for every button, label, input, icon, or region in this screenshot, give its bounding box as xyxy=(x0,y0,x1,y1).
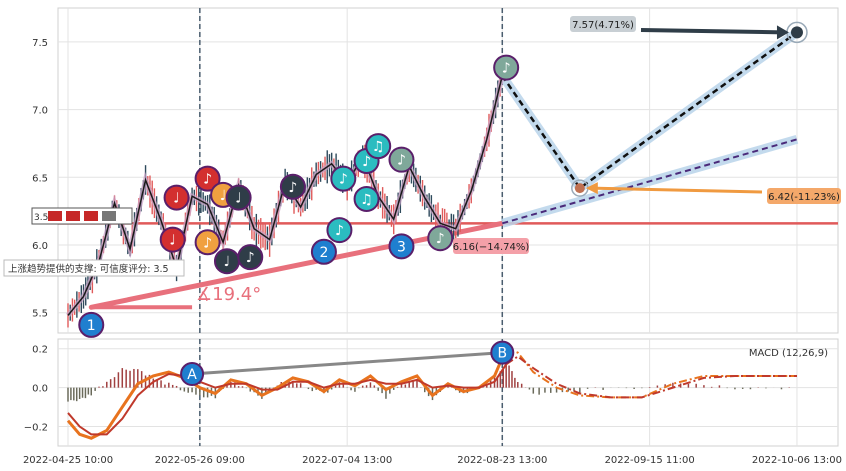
main-panel-frame xyxy=(57,7,839,334)
pattern-marker-label: ♩ xyxy=(220,188,227,204)
macd-y-tick-label: −0.2 xyxy=(24,423,48,434)
pattern-marker-label: ♩ xyxy=(173,191,180,207)
x-tick-label: 2022-08-23 13:00 xyxy=(457,455,547,466)
forecast-line-primary xyxy=(501,31,798,190)
pattern-marker-circle xyxy=(279,173,306,200)
pattern-marker-circle xyxy=(159,226,186,253)
pattern-marker-circle xyxy=(78,311,105,338)
pattern-marker-label: 3 xyxy=(397,239,406,255)
pattern-marker-circle xyxy=(388,233,415,260)
x-tick-label: 2022-05-26 09:00 xyxy=(155,455,245,466)
pattern-marker-circle xyxy=(194,229,221,256)
current-label: 6.42(-11.23%) xyxy=(768,192,840,203)
support-note-label: 上涨趋势提供的支撑: 可信度评分: 3.5 xyxy=(8,263,169,275)
pattern-marker-label: ♪ xyxy=(397,153,406,169)
angle-label: ∡19.4° xyxy=(196,284,261,305)
pattern-marker-label: ♪ xyxy=(339,172,348,188)
forecast-line-secondary xyxy=(502,138,798,225)
support-label-bg xyxy=(453,238,529,254)
level-box-cell xyxy=(102,211,116,221)
level-box-cell xyxy=(66,211,80,221)
macd-line xyxy=(66,348,508,440)
divergence-connector xyxy=(191,351,503,376)
current-arrow-head xyxy=(585,182,598,195)
macd-y-tick-label: 0.2 xyxy=(32,345,48,356)
pattern-marker-label: ♩ xyxy=(235,191,242,207)
level-box-label: 3.5 xyxy=(34,213,48,223)
pattern-marker-circle xyxy=(493,54,520,81)
pattern-marker-label: ♪ xyxy=(203,235,212,251)
pattern-marker-circle xyxy=(427,225,454,252)
y-tick-label: 7.5 xyxy=(32,38,48,49)
macd-marker-circle xyxy=(490,340,515,365)
target-label-bg xyxy=(570,16,636,32)
pattern-marker-circle xyxy=(225,184,252,211)
pattern-marker-circle xyxy=(388,146,415,173)
macd-forecast-line xyxy=(505,347,797,399)
macd-marker-circle xyxy=(180,362,205,387)
pattern-marker-label: ♪ xyxy=(362,154,371,170)
pattern-marker-label: ♩ xyxy=(169,233,176,249)
pattern-marker-circle xyxy=(194,165,221,192)
pattern-marker-label: ♩ xyxy=(224,254,231,270)
pattern-marker-label: ♪ xyxy=(335,223,344,239)
pattern-marker-label: ♪ xyxy=(246,250,255,266)
macd-marker-label: B xyxy=(497,346,507,362)
x-tick-label: 2022-04-25 10:00 xyxy=(23,455,113,466)
current-arrow-shaft xyxy=(591,186,763,194)
target-label: 7.57(4.71%) xyxy=(572,20,634,31)
support-label: 6.16(−14.74%) xyxy=(453,242,530,253)
pattern-marker-label: ♪ xyxy=(288,180,297,196)
macd-marker-label: A xyxy=(187,367,197,383)
level-box-cell xyxy=(84,211,98,221)
pattern-marker-circle xyxy=(365,133,392,160)
pattern-marker-circle xyxy=(353,185,380,212)
x-tick-label: 2022-10-06 13:00 xyxy=(752,455,842,466)
level-box-cell xyxy=(48,211,62,221)
x-tick-label: 2022-07-04 13:00 xyxy=(302,455,392,466)
signal-line xyxy=(67,363,507,436)
target-arrow-shaft xyxy=(640,28,784,35)
pattern-marker-label: ♪ xyxy=(203,172,212,188)
pattern-marker-circle xyxy=(237,244,264,271)
support-note-bg xyxy=(3,259,185,277)
pattern-marker-circle xyxy=(330,165,357,192)
pattern-marker-label: ♪ xyxy=(502,61,511,77)
pattern-marker-label: 2 xyxy=(319,245,328,261)
pattern-marker-label: ♫ xyxy=(360,192,373,208)
target-arrow-head xyxy=(776,25,789,40)
x-tick-label: 2022-09-15 11:00 xyxy=(605,455,695,466)
pattern-marker-label: 1 xyxy=(87,318,96,334)
y-tick-label: 6.5 xyxy=(32,173,48,184)
y-tick-label: 7.0 xyxy=(32,106,48,117)
y-tick-label: 6.0 xyxy=(32,241,48,252)
signal-forecast-line xyxy=(505,355,797,399)
y-tick-label: 5.5 xyxy=(32,309,48,320)
pattern-marker-label: ♫ xyxy=(372,139,385,155)
pattern-marker-circle xyxy=(163,184,190,211)
current-dot xyxy=(574,183,585,194)
pattern-marker-label: ♪ xyxy=(436,231,445,247)
pattern-marker-circle xyxy=(326,217,353,244)
pattern-marker-circle xyxy=(310,238,337,265)
macd-y-tick-label: 0.0 xyxy=(32,384,48,395)
macd-title: MACD (12,26,9) xyxy=(749,348,828,359)
current-label-bg xyxy=(767,188,841,204)
target-dot xyxy=(790,26,803,39)
